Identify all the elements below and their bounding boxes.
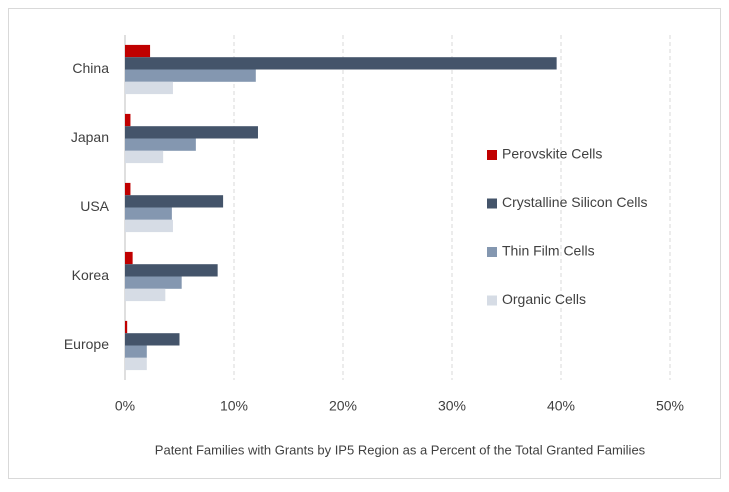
bar [125, 126, 258, 139]
bar [125, 81, 173, 95]
x-axis-label: Patent Families with Grants by IP5 Regio… [155, 442, 646, 457]
bar [125, 357, 147, 371]
bar [125, 138, 196, 151]
bar [125, 333, 180, 346]
bar [125, 320, 128, 334]
y-tick-label: Japan [71, 129, 109, 145]
legend-label: Crystalline Silicon Cells [502, 194, 648, 210]
bar [125, 57, 557, 70]
y-tick-label: Europe [64, 336, 109, 352]
y-tick-label: China [72, 60, 109, 76]
legend-swatch [487, 150, 497, 160]
legend-label: Perovskite Cells [502, 146, 602, 162]
x-tick-label: 10% [220, 398, 248, 414]
x-tick-label: 30% [438, 398, 466, 414]
bar [125, 251, 133, 265]
bar [125, 288, 166, 302]
x-tick-label: 40% [547, 398, 575, 414]
x-tick-label: 50% [656, 398, 684, 414]
y-tick-label: Korea [72, 267, 110, 283]
bar [125, 182, 131, 196]
bar [125, 219, 173, 233]
bar [125, 113, 131, 127]
bar [125, 264, 218, 277]
bar [125, 69, 256, 82]
bar [125, 207, 172, 220]
bar [125, 195, 224, 208]
bar [125, 44, 151, 58]
legend-swatch [487, 295, 497, 306]
bar [125, 276, 182, 289]
legend-label: Thin Film Cells [502, 243, 595, 259]
legend-label: Organic Cells [502, 291, 586, 307]
bar [125, 345, 147, 358]
legend-swatch [487, 198, 497, 209]
legend-swatch [487, 247, 497, 257]
x-tick-label: 20% [329, 398, 357, 414]
y-tick-label: USA [80, 198, 109, 214]
bar [125, 150, 164, 164]
x-tick-label: 0% [115, 398, 135, 414]
